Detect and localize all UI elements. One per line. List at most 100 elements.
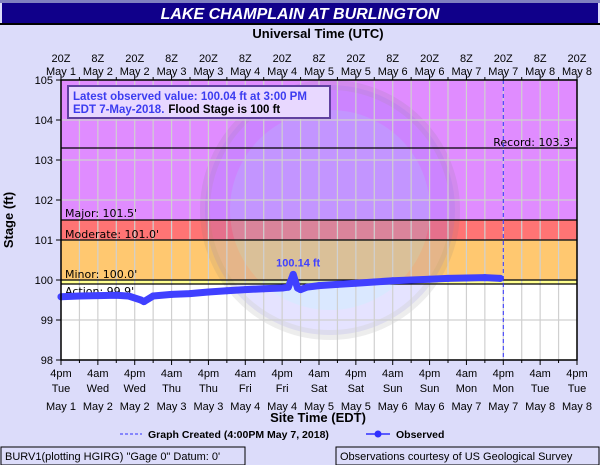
bottom-tick-day: Thu bbox=[162, 383, 181, 395]
top-tick-date: May 5 bbox=[341, 66, 371, 78]
noaa-logo-watermark bbox=[200, 80, 460, 340]
bottom-tick-time: 4am bbox=[235, 368, 256, 380]
top-tick-label: 20Z bbox=[199, 53, 218, 65]
bottom-tick-time: 4pm bbox=[124, 368, 145, 380]
bottom-tick-date: May 5 bbox=[341, 401, 371, 413]
bottom-tick-date: May 7 bbox=[488, 401, 518, 413]
bottom-tick-day: Thu bbox=[199, 383, 218, 395]
observed-point bbox=[426, 275, 434, 283]
bottom-tick-day: Fri bbox=[239, 383, 252, 395]
top-tick-label: 8Z bbox=[165, 53, 178, 65]
bottom-tick-day: Fri bbox=[276, 383, 289, 395]
top-tick-date: May 8 bbox=[525, 66, 555, 78]
y-tick-label: 103 bbox=[35, 155, 53, 167]
y-tick-label: 104 bbox=[35, 115, 53, 127]
bottom-tick-time: 4pm bbox=[419, 368, 440, 380]
latest-line1: Latest observed value: 100.04 ft at 3:00… bbox=[73, 91, 307, 103]
top-tick-date: May 3 bbox=[193, 66, 223, 78]
bottom-tick-time: 4am bbox=[382, 368, 403, 380]
bottom-tick-date: May 7 bbox=[451, 401, 481, 413]
top-tick-label: 20Z bbox=[346, 53, 365, 65]
top-tick-date: May 3 bbox=[157, 66, 187, 78]
observed-point bbox=[168, 290, 176, 298]
observed-point bbox=[94, 292, 102, 300]
peak-label: 100.14 ft bbox=[276, 257, 320, 269]
record-label: Record: 103.3' bbox=[493, 136, 573, 149]
bottom-tick-day: Tue bbox=[531, 383, 550, 395]
top-tick-date: May 6 bbox=[415, 66, 445, 78]
top-tick-label: 8Z bbox=[534, 53, 547, 65]
bottom-tick-date: May 2 bbox=[120, 401, 150, 413]
observed-point bbox=[75, 292, 83, 300]
y-tick-label: 101 bbox=[35, 235, 53, 247]
bottom-tick-time: 4pm bbox=[50, 368, 71, 380]
svg-text:EDT 7-May-2018.Flood Stage is: EDT 7-May-2018. Flood Stage is 100 ft bbox=[73, 104, 280, 116]
y-tick-label: 98 bbox=[41, 355, 53, 367]
legend: Graph Created (4:00PM May 7, 2018) Obser… bbox=[120, 429, 444, 441]
observed-point bbox=[140, 298, 148, 306]
observed-point bbox=[315, 282, 323, 290]
observed-point bbox=[481, 274, 489, 282]
chart-title: LAKE CHAMPLAIN AT BURLINGTON bbox=[161, 6, 440, 23]
bottom-tick-day: Sat bbox=[311, 383, 328, 395]
bottom-tick-day: Sat bbox=[348, 383, 365, 395]
observed-point bbox=[289, 270, 297, 278]
bottom-tick-time: 4pm bbox=[566, 368, 587, 380]
top-tick-label: 20Z bbox=[420, 53, 439, 65]
top-tick-label: 8Z bbox=[386, 53, 399, 65]
y-tick-label: 99 bbox=[41, 315, 53, 327]
observed-point bbox=[112, 291, 120, 299]
bottom-tick-date: May 6 bbox=[378, 401, 408, 413]
bottom-tick-date: May 1 bbox=[46, 401, 76, 413]
footer-credit: Observations courtesy of US Geological S… bbox=[340, 451, 573, 463]
y-tick-label: 102 bbox=[35, 195, 53, 207]
bottom-tick-date: May 4 bbox=[230, 401, 260, 413]
footer: BURV1(plotting HGIRG) "Gage 0" Datum: 0'… bbox=[0, 446, 600, 465]
minor-label: Minor: 100.0' bbox=[65, 268, 137, 281]
bottom-tick-day: Mon bbox=[456, 383, 477, 395]
bottom-tick-date: May 8 bbox=[525, 401, 555, 413]
bottom-tick-date: May 6 bbox=[415, 401, 445, 413]
observed-point bbox=[333, 280, 341, 288]
bottom-tick-time: 4pm bbox=[493, 368, 514, 380]
bottom-tick-day: Sun bbox=[420, 383, 440, 395]
title-bar: LAKE CHAMPLAIN AT BURLINGTON bbox=[0, 0, 600, 25]
bottom-tick-time: 4am bbox=[308, 368, 329, 380]
top-tick-label: 20Z bbox=[494, 53, 513, 65]
top-tick-date: May 6 bbox=[378, 66, 408, 78]
y-axis-title: Stage (ft) bbox=[1, 192, 16, 248]
bottom-tick-date: May 4 bbox=[267, 401, 297, 413]
bottom-tick-day: Sun bbox=[383, 383, 403, 395]
top-tick-label: 20Z bbox=[273, 53, 292, 65]
bottom-tick-day: Wed bbox=[87, 383, 109, 395]
top-tick-label: 20Z bbox=[568, 53, 587, 65]
bottom-tick-time: 4am bbox=[456, 368, 477, 380]
top-tick-label: 20Z bbox=[125, 53, 144, 65]
top-tick-date: May 2 bbox=[83, 66, 113, 78]
observed-point bbox=[186, 290, 194, 298]
top-tick-date: May 5 bbox=[304, 66, 334, 78]
top-tick-date: May 7 bbox=[451, 66, 481, 78]
legend-observed: Observed bbox=[396, 429, 444, 441]
observed-point bbox=[125, 292, 133, 300]
observed-point bbox=[444, 274, 452, 282]
bottom-tick-time: 4pm bbox=[345, 368, 366, 380]
top-tick-date: May 1 bbox=[46, 66, 76, 78]
top-tick-date: May 2 bbox=[120, 66, 150, 78]
footer-gage-info: BURV1(plotting HGIRG) "Gage 0" Datum: 0' bbox=[5, 451, 220, 463]
top-tick-date: May 7 bbox=[488, 66, 518, 78]
bottom-tick-date: May 8 bbox=[562, 401, 592, 413]
observed-point bbox=[303, 283, 311, 291]
top-tick-label: 8Z bbox=[91, 53, 104, 65]
y-tick-label: 105 bbox=[35, 75, 53, 87]
legend-graph-created: Graph Created (4:00PM May 7, 2018) bbox=[148, 429, 329, 441]
observed-point bbox=[284, 283, 292, 291]
observed-point bbox=[241, 286, 249, 294]
observed-series: 100.14 ft bbox=[57, 80, 504, 360]
observed-point bbox=[223, 287, 231, 295]
top-tick-date: May 4 bbox=[267, 66, 297, 78]
observed-point bbox=[462, 274, 470, 282]
moderate-label: Moderate: 101.0' bbox=[65, 228, 159, 241]
